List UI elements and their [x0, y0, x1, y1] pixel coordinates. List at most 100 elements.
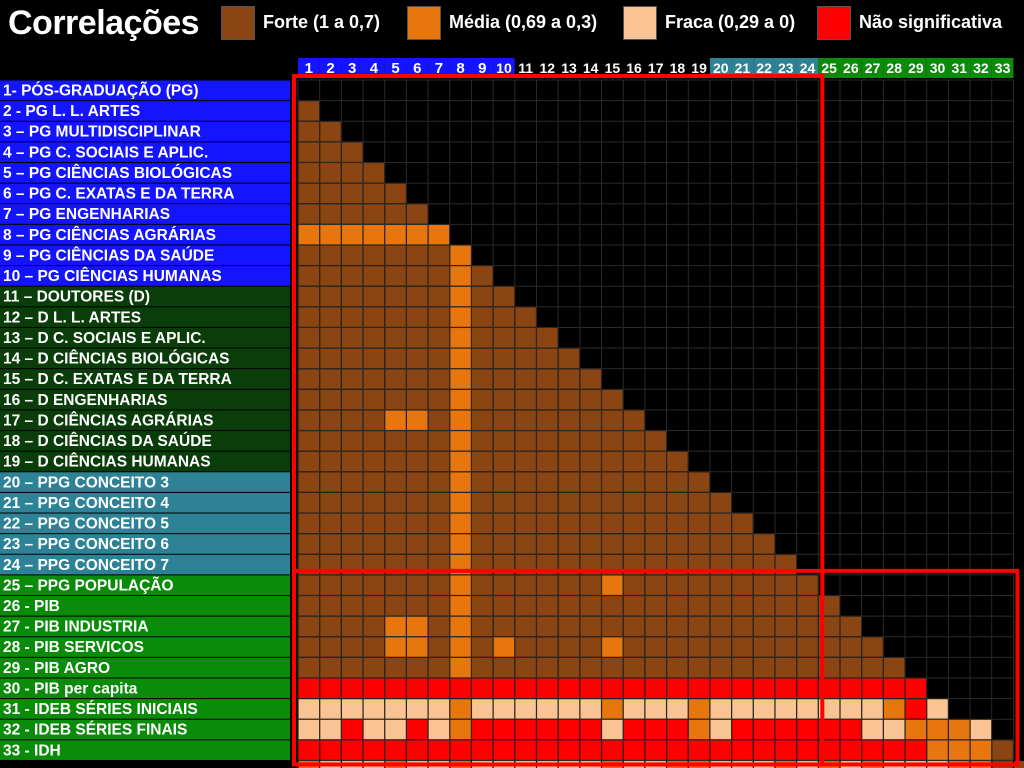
heatmap-cell	[428, 472, 450, 492]
heatmap-cell	[472, 534, 493, 554]
row-label: 17 – D CIÊNCIAS AGRÁRIAS	[3, 411, 213, 429]
column-header-bg	[536, 58, 559, 78]
heatmap-cell	[537, 740, 558, 760]
row-label: 9 – PG CIÊNCIAS DA SAÚDE	[3, 246, 214, 264]
heatmap-cell	[840, 616, 862, 637]
heatmap-cell	[883, 657, 905, 678]
column-header-bg	[970, 58, 992, 78]
heatmap-cell	[558, 678, 580, 698]
heatmap-cell	[320, 637, 341, 657]
heatmap-cell	[298, 328, 320, 348]
heatmap-cell	[580, 616, 601, 637]
heatmap-cell	[298, 389, 320, 410]
heatmap-cell	[298, 266, 320, 286]
heatmap-cell	[407, 513, 428, 534]
heatmap-cell	[645, 431, 666, 451]
row-label-bg	[0, 678, 290, 699]
row-label: 7 – PG ENGENHARIAS	[3, 206, 170, 223]
heatmap-cell	[341, 657, 363, 678]
heatmap-cell	[493, 410, 515, 430]
heatmap-cell	[450, 307, 471, 327]
heatmap-cell	[407, 307, 428, 327]
heatmap-cell	[580, 431, 601, 451]
column-header-bg	[731, 58, 754, 78]
heatmap-cell	[753, 657, 775, 678]
heatmap-cell	[320, 183, 341, 204]
heatmap-cell	[298, 410, 320, 430]
heatmap-cell	[710, 637, 731, 657]
heatmap-cell	[341, 266, 363, 286]
heatmap-cell	[385, 328, 406, 348]
heatmap-cell	[472, 431, 493, 451]
heatmap-cell	[645, 657, 666, 678]
heatmap-cell	[775, 575, 797, 595]
heatmap-cell	[493, 431, 515, 451]
heatmap-cell	[320, 740, 341, 760]
heatmap-cell	[407, 266, 428, 286]
heatmap-cell	[407, 286, 428, 307]
column-header-label: 26	[843, 60, 859, 76]
heatmap-cell	[363, 163, 385, 183]
column-header-label: 3	[348, 60, 356, 77]
heatmap-cell	[645, 616, 666, 637]
column-header-label: 15	[605, 60, 621, 76]
heatmap-cell	[493, 575, 515, 595]
heatmap-cell	[732, 534, 753, 554]
heatmap-cell	[385, 307, 406, 327]
legend-swatch-forte	[221, 6, 255, 40]
heatmap-cell	[775, 616, 797, 637]
row-label-bg	[0, 740, 290, 760]
heatmap-cell	[472, 657, 493, 678]
heatmap-cell	[883, 740, 905, 760]
heatmap-cell	[363, 513, 385, 534]
heatmap-cell	[341, 183, 363, 204]
heatmap-cell	[970, 740, 992, 760]
heatmap-cell	[558, 348, 580, 369]
heatmap-cell	[493, 596, 515, 616]
heatmap-cell	[450, 431, 471, 451]
row-label-bg	[0, 369, 290, 389]
row-label-bg	[0, 534, 290, 554]
heatmap-cell	[840, 657, 862, 678]
column-header-bg	[514, 58, 537, 78]
column-header-label: 2	[326, 60, 334, 77]
heatmap-cell	[407, 472, 428, 492]
heatmap-cell	[580, 657, 601, 678]
row-label-bg	[0, 492, 290, 513]
heatmap-cell	[645, 534, 666, 554]
heatmap-cell	[515, 472, 536, 492]
heatmap-cell	[970, 719, 992, 740]
column-header-label: 11	[518, 60, 533, 76]
column-header-bg	[666, 58, 689, 78]
heatmap-cell	[840, 678, 862, 698]
heatmap-cell	[927, 699, 948, 719]
heatmap-cell	[407, 348, 428, 369]
heatmap-cell	[905, 719, 927, 740]
heatmap-cell	[515, 389, 536, 410]
heatmap-cell	[320, 678, 341, 698]
column-header-bg	[861, 58, 884, 78]
heatmap-cell	[363, 596, 385, 616]
heatmap-cell	[428, 369, 450, 389]
heatmap-cell	[298, 204, 320, 224]
heatmap-cell	[580, 740, 601, 760]
heatmap-cell	[883, 719, 905, 740]
heatmap-cell	[515, 348, 536, 369]
heatmap-cell	[407, 719, 428, 740]
heatmap-cell	[732, 616, 753, 637]
heatmap-cell	[558, 719, 580, 740]
heatmap-cell	[385, 204, 406, 224]
heatmap-cell	[537, 410, 558, 430]
heatmap-cell	[385, 596, 406, 616]
heatmap-cell	[472, 719, 493, 740]
row-label-bg	[0, 616, 290, 637]
column-header-bg	[363, 58, 385, 78]
heatmap-cell	[341, 472, 363, 492]
heatmap-cell	[298, 534, 320, 554]
column-header-label: 13	[561, 60, 577, 76]
row-label-bg	[0, 183, 290, 204]
heatmap-cell	[493, 286, 515, 307]
heatmap-cell	[341, 596, 363, 616]
heatmap-cell	[363, 369, 385, 389]
heatmap-cell	[645, 678, 666, 698]
